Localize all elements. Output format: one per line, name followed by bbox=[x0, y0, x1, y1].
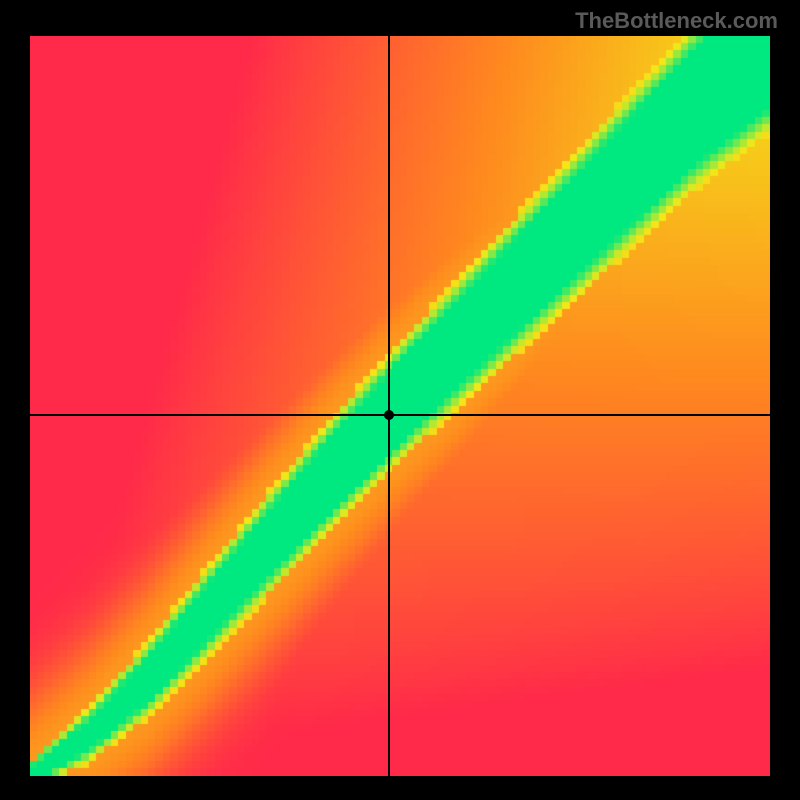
crosshair-marker bbox=[384, 410, 394, 420]
watermark-text: TheBottleneck.com bbox=[575, 8, 778, 34]
crosshair-horizontal bbox=[30, 414, 770, 416]
plot-area bbox=[30, 36, 770, 776]
crosshair-vertical bbox=[388, 36, 390, 776]
heatmap-canvas bbox=[30, 36, 770, 776]
